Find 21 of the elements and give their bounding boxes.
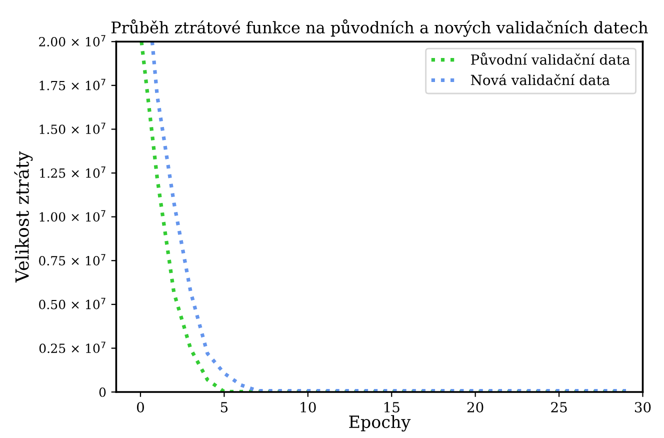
x-tick-label: 15	[384, 402, 400, 412]
y-tick-label: 0.50 × 10$^{7}$	[39, 298, 106, 310]
legend-label: Původní validační data	[471, 52, 630, 65]
x-tick-label: 25	[551, 402, 567, 412]
x-axis-title: Epochy	[349, 415, 411, 432]
x-tick-label: 5	[220, 402, 228, 412]
x-tick-label: 0	[136, 402, 144, 412]
y-tick-label: 2.00 × 10$^{7}$	[39, 35, 106, 46]
y-tick-label: 1.25 × 10$^{7}$	[40, 166, 106, 178]
x-tick-label: 20	[467, 402, 484, 412]
y-tick-label: 1.00 × 10$^{7}$	[40, 210, 106, 222]
y-tick-label: 1.50 × 10$^{7}$	[40, 122, 106, 134]
y-tick-label: 0	[99, 387, 106, 397]
y-tick-label: 1.75 × 10$^{7}$	[40, 78, 106, 90]
y-tick-label: 0.75 × 10$^{7}$	[39, 254, 106, 266]
legend-label: Nová validační data	[470, 74, 610, 86]
chart-title: Průběh ztrátové funkce na původních a nových validačních datech	[111, 19, 648, 37]
y-tick-label: 0.25 × 10$^{7}$	[39, 342, 106, 354]
y-axis-title: Velikost ztráty	[14, 151, 33, 283]
x-tick-label: 30	[634, 402, 651, 412]
x-tick-label: 10	[300, 402, 316, 412]
